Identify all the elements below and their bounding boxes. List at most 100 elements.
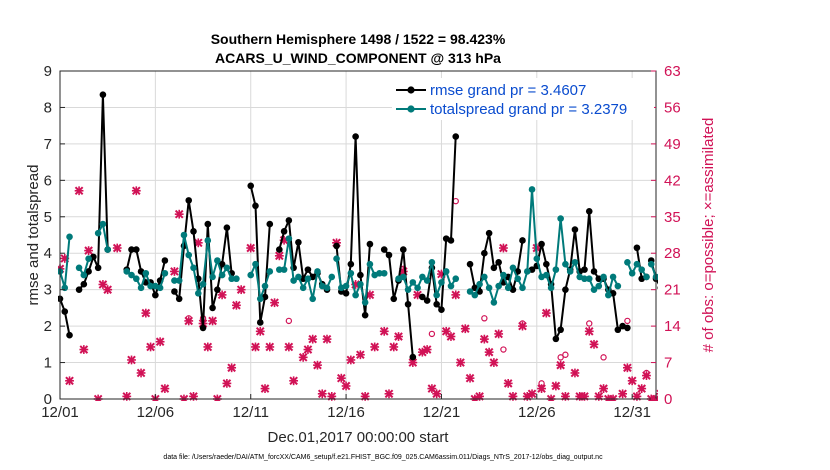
rmse-point [352,133,359,140]
obs-assimilated-marker [298,352,308,362]
totalspread-point [547,284,555,292]
obs-possible-marker [643,369,650,377]
totalspread-point [442,268,450,275]
rmse-point [543,260,550,268]
obs-possible-marker [500,346,507,353]
totalspread-point [223,264,231,272]
rmse-point [218,260,226,268]
totalspread-point [414,284,421,292]
rmse-point [633,244,641,252]
y-left-tick-label: 0 [44,391,52,408]
rmse-point [585,208,593,215]
totalspread-point [204,237,212,244]
rmse-point [280,228,288,235]
y-right-tick-label: 28 [664,245,681,262]
totalspread-point [657,276,658,281]
totalspread-point [252,260,259,268]
rmse-point [99,91,107,98]
legend-rmse-label: rmse grand pr = 3.4607 [430,82,586,99]
x-tick-label: 12/31 [613,404,651,421]
rmse-point [276,246,283,253]
totalspread-point [299,284,307,292]
totalspread-point [357,280,364,288]
obs-assimilated-marker [103,285,113,295]
obs-assimilated-marker [127,355,136,365]
obs-assimilated-marker [203,342,213,352]
obs-assimilated-marker [527,389,537,399]
obs-possible-marker [586,320,593,327]
obs-assimilated-marker [79,345,89,354]
rmse-point [171,288,178,295]
rmse-point [380,246,388,253]
y-axis-label-left: rmse and totalspread [25,165,42,306]
rmse-point [209,304,216,312]
totalspread-point [504,284,512,292]
obs-assimilated-marker [570,368,580,378]
totalspread-point [218,271,226,279]
obs-assimilated-marker [537,384,546,393]
totalspread-point [175,277,183,284]
rmse-point [404,300,412,308]
totalspread-point [471,291,479,299]
obs-assimilated-marker [232,300,241,310]
obs-assimilated-marker [499,243,508,253]
rmse-point [624,324,631,332]
totalspread-point [533,255,541,262]
y-left-tick-label: 9 [44,63,52,80]
totalspread-point [523,268,531,275]
obs-assimilated-marker [370,342,380,352]
obs-assimilated-marker [217,290,227,300]
totalspread-point [452,275,460,283]
rmse-point [94,264,102,272]
totalspread-point [209,273,216,281]
legend: rmse grand pr = 3.4607 totalspread grand… [392,78,654,120]
y-axis-label-right: # of obs: o=possible; ×=assimilated [700,118,717,353]
y-right-tick-label: 42 [664,172,681,189]
y-left-tick-label: 7 [44,136,52,153]
rmse-point [519,237,526,244]
y-left-tick-label: 1 [44,355,52,372]
rmse-point [485,229,493,237]
obs-assimilated-marker [460,324,470,334]
y-right-tick-label: 14 [664,318,681,335]
obs-possible-marker [538,380,545,387]
legend-box [392,78,654,120]
totalspread-point [571,259,579,266]
totalspread-point [347,269,355,277]
rmse-point [66,331,73,339]
tick-layer: 12/01 12/06 12/11 12/16 12/21 12/26 12/31 0 1 2 3 4… [41,63,680,421]
rmse-point [175,295,183,303]
totalspread-point [190,264,197,272]
totalspread-point [295,273,302,281]
totalspread-point [304,275,312,283]
data-file-footnote: data file: /Users/raeder/DAI/ATM_forcXX/… [163,454,603,461]
rmse-point [58,295,64,303]
totalspread-point [185,251,193,259]
rmse-point [295,238,302,246]
totalspread-point [590,286,598,293]
obs-assimilated-marker [627,376,637,386]
y-left-tick-label: 3 [44,282,52,299]
totalspread-point [562,260,569,268]
obs-assimilated-marker [289,376,299,386]
x-tick-label: 12/21 [423,404,461,421]
x-tick-label: 12/01 [41,404,79,421]
obs-possible-marker [557,354,564,361]
totalspread-point [528,186,536,193]
totalspread-point [352,291,359,299]
totalspread-point [376,269,383,277]
totalspread-point [104,246,111,253]
totalspread-point [123,268,131,275]
obs-assimilated-marker [656,389,658,399]
obs-assimilated-marker [236,285,246,295]
totalspread-point [423,277,431,284]
totalspread-point [399,273,407,281]
totalspread-point [438,279,445,286]
rmse-point [304,266,312,273]
rmse-point [342,290,350,297]
rmse-point [357,271,364,279]
obs-possible-marker [562,351,569,358]
obs-assimilated-marker [355,350,365,360]
totalspread-point [557,215,564,222]
rmse-point [204,220,212,228]
